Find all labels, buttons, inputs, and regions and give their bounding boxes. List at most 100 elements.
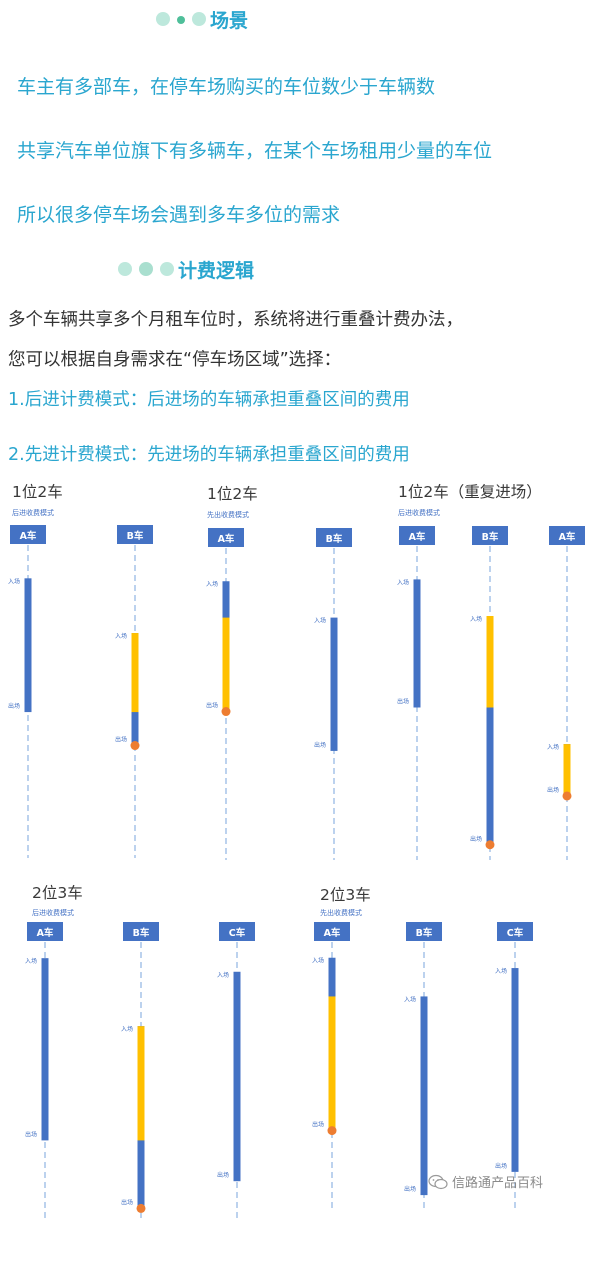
exit-label: 出场 — [495, 1162, 507, 1170]
decor-dot-icon — [192, 12, 206, 26]
enter-label: 入场 — [206, 580, 218, 588]
car-header-box — [497, 922, 533, 941]
decor-dot-icon — [156, 12, 170, 26]
diagram-title: 1位2车（重复进场） — [398, 483, 542, 501]
car-label: C车 — [507, 927, 524, 939]
enter-label: 入场 — [470, 615, 482, 623]
parking-bar — [24, 578, 32, 713]
enter-label: 入场 — [8, 577, 20, 585]
car-header-box — [314, 922, 350, 941]
scenario-header: 场景 — [150, 6, 350, 36]
exit-label: 出场 — [25, 1130, 37, 1138]
exit-label: 出场 — [121, 1198, 133, 1206]
car-label: B车 — [482, 531, 499, 543]
enter-label: 入场 — [495, 967, 507, 975]
scenario-title: 场景 — [210, 10, 249, 32]
exit-label: 出场 — [312, 1121, 324, 1129]
exit-label: 出场 — [404, 1185, 416, 1193]
charge-end-dot — [485, 840, 495, 850]
enter-label: 入场 — [121, 1025, 133, 1033]
enter-label: 入场 — [397, 578, 409, 586]
overlap-bar — [563, 744, 571, 796]
scenario-line: 车主有多部车，在停车场购买的车位数少于车辆数 — [17, 76, 436, 98]
diagram-title: 1位2车 — [207, 485, 258, 503]
car-header-box — [123, 922, 159, 941]
overlap-bar — [137, 1026, 145, 1141]
charge-end-dot — [562, 791, 572, 801]
enter-label: 入场 — [217, 971, 229, 979]
diagram-subtitle: 后进收费模式 — [32, 908, 74, 917]
diagram-title: 1位2车 — [12, 483, 63, 501]
billing-mode-early-entry: 2.先进计费模式：先进场的车辆承担重叠区间的费用 — [8, 445, 410, 465]
scenario-line: 共享汽车单位旗下有多辆车，在某个车场租用少量的车位 — [17, 140, 493, 162]
watermark: 信路通产品百科 — [428, 1172, 543, 1194]
scenario-line: 所以很多停车场会遇到多车多位的需求 — [17, 204, 341, 226]
billing-mode-late-entry: 1.后进计费模式：后进场的车辆承担重叠区间的费用 — [8, 390, 410, 410]
billing-header: 计费逻辑 — [112, 256, 332, 286]
exit-label: 出场 — [397, 698, 409, 706]
car-header-box — [219, 922, 255, 941]
parking-bar — [420, 996, 428, 1196]
car-label: B车 — [416, 927, 433, 939]
decor-dot-icon — [160, 262, 174, 276]
car-label: B车 — [326, 533, 343, 545]
charge-end-dot — [136, 1203, 146, 1213]
car-label: B车 — [133, 927, 150, 939]
car-label: C车 — [229, 927, 246, 939]
car-label: A车 — [20, 530, 37, 542]
car-label: A车 — [409, 531, 426, 543]
car-label: A车 — [37, 927, 54, 939]
car-label: A车 — [324, 927, 341, 939]
exit-label: 出场 — [314, 741, 326, 749]
parking-bar — [486, 616, 494, 845]
decor-dot-icon — [139, 262, 153, 276]
billing-intro-line: 您可以根据自身需求在“停车场区域”选择： — [8, 350, 342, 370]
parking-bar — [41, 958, 49, 1141]
parking-bar — [233, 971, 241, 1182]
car-header-box — [406, 922, 442, 941]
diagram-title: 2位3车 — [32, 884, 83, 902]
overlap-bar — [328, 996, 336, 1131]
enter-label: 入场 — [314, 617, 326, 625]
car-label: A车 — [559, 531, 576, 543]
car-header-box — [117, 525, 153, 544]
overlap-bar — [222, 617, 230, 712]
charge-end-dot — [221, 707, 231, 717]
diagram-subtitle: 后进收费模式 — [12, 508, 54, 517]
car-header-box — [472, 526, 508, 545]
parking-bar — [330, 617, 338, 751]
charge-end-dot — [130, 741, 140, 751]
charge-end-dot — [327, 1126, 337, 1136]
car-header-box — [208, 528, 244, 547]
wechat-icon — [428, 1174, 448, 1194]
watermark-text: 信路通产品百科 — [452, 1176, 544, 1191]
overlap-bar — [131, 633, 139, 713]
car-header-box — [27, 922, 63, 941]
exit-label: 出场 — [217, 1171, 229, 1179]
billing-title: 计费逻辑 — [178, 260, 255, 282]
diagram-subtitle: 先出收费模式 — [207, 510, 249, 519]
overlap-bar — [486, 616, 494, 708]
car-header-box — [399, 526, 435, 545]
exit-label: 出场 — [8, 702, 20, 710]
exit-label: 出场 — [115, 736, 127, 744]
exit-label: 出场 — [470, 835, 482, 843]
parking-bar — [511, 968, 519, 1172]
enter-label: 入场 — [547, 743, 559, 751]
diagram-title: 2位3车 — [320, 886, 371, 904]
decor-dot-icon — [177, 16, 185, 24]
exit-label: 出场 — [547, 786, 559, 794]
diagram-subtitle: 先出收费模式 — [320, 908, 362, 917]
decor-dot-icon — [118, 262, 132, 276]
exit-label: 出场 — [206, 702, 218, 710]
car-label: B车 — [127, 530, 144, 542]
car-header-box — [549, 526, 585, 545]
car-label: A车 — [218, 533, 235, 545]
enter-label: 入场 — [115, 632, 127, 640]
enter-label: 入场 — [25, 957, 37, 965]
enter-label: 入场 — [404, 995, 416, 1003]
billing-intro-line: 多个车辆共享多个月租车位时，系统将进行重叠计费办法， — [8, 310, 463, 330]
car-header-box — [10, 525, 46, 544]
parking-bar — [413, 579, 421, 708]
